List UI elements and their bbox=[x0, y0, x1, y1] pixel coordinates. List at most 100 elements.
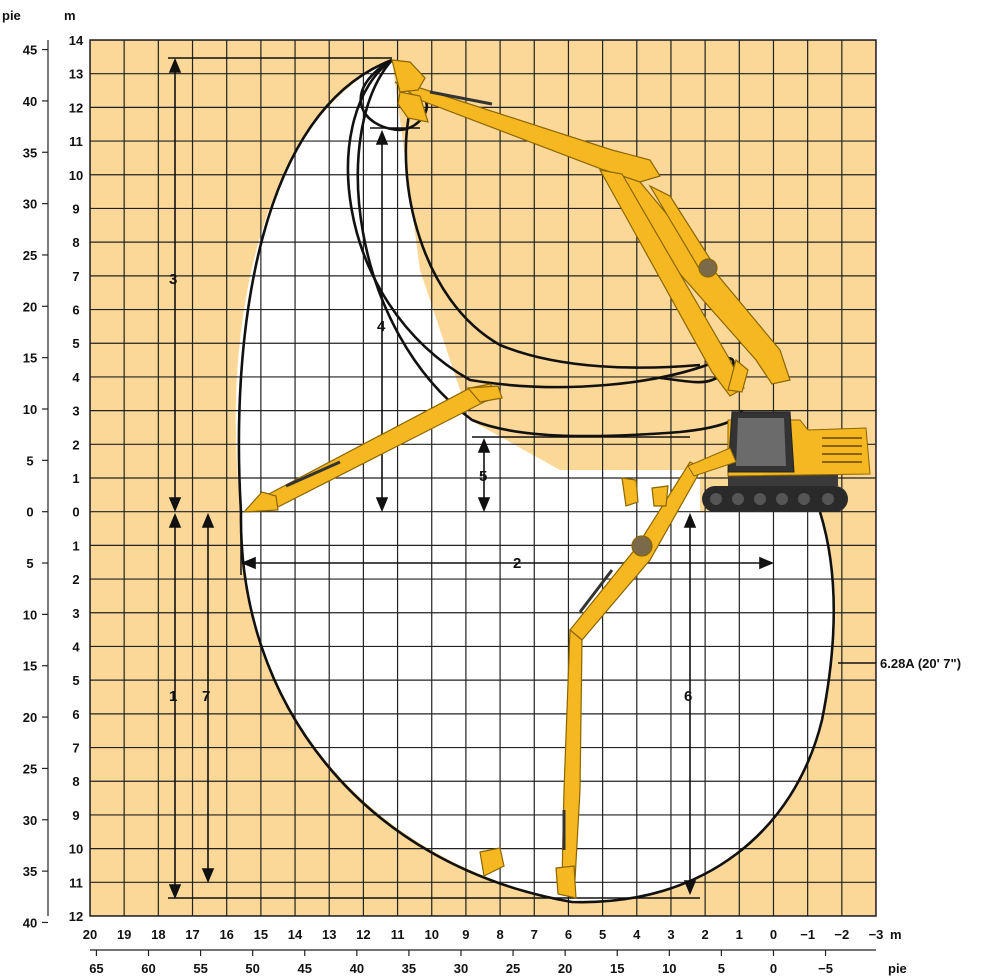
m-bottom-tick-label: 0 bbox=[770, 927, 777, 942]
m-bottom-tick-label: 5 bbox=[599, 927, 606, 942]
m-left-tick-label: 13 bbox=[69, 67, 83, 82]
ft-left-tick-label: 40 bbox=[23, 915, 37, 930]
m-left-tick-label: 1 bbox=[72, 538, 79, 553]
dim-3-arrow bbox=[168, 57, 182, 513]
m-left-tick-label: 9 bbox=[72, 201, 79, 216]
m-left-tick-label: 3 bbox=[72, 606, 79, 621]
dim-5-arrow bbox=[477, 437, 491, 513]
m-left-tick-label: 5 bbox=[72, 673, 79, 688]
ft-left-tick-label: 40 bbox=[23, 94, 37, 109]
ft-left-tick-label: 0 bbox=[26, 505, 33, 520]
m-left-tick-label: 5 bbox=[72, 336, 79, 351]
dim-label-6: 6 bbox=[684, 688, 692, 705]
ft-left-tick-label: 10 bbox=[23, 607, 37, 622]
ft-bottom-tick-label: 50 bbox=[245, 961, 259, 976]
axis-labels: 1413121110987654321012345678910111245403… bbox=[23, 33, 884, 976]
m-bottom-tick-label: 7 bbox=[531, 927, 538, 942]
dimension-arrows bbox=[168, 57, 775, 900]
ft-left-tick-label: 5 bbox=[26, 556, 33, 571]
m-left-tick-label: 2 bbox=[72, 572, 79, 587]
boom-foot bbox=[687, 447, 737, 477]
ft-bottom-tick-label: 65 bbox=[89, 961, 103, 976]
ft-bottom-tick-label: 60 bbox=[141, 961, 155, 976]
excavator-body bbox=[687, 411, 871, 512]
ft-bottom-tick-label: 25 bbox=[506, 961, 520, 976]
m-left-tick-label: 6 bbox=[72, 303, 79, 318]
dim-6-arrow bbox=[683, 512, 697, 896]
dim-1-arrow bbox=[168, 512, 182, 900]
m-left-tick-label: 11 bbox=[69, 134, 83, 149]
unit-m-bottom: m bbox=[890, 927, 902, 942]
ft-bottom-tick-label: 45 bbox=[298, 961, 312, 976]
dim-label-2: 2 bbox=[513, 555, 521, 572]
m-bottom-tick-label: 6 bbox=[565, 927, 572, 942]
ft-bottom-tick-label: 35 bbox=[402, 961, 416, 976]
m-bottom-tick-label: 15 bbox=[254, 927, 268, 942]
ft-left-tick-label: 10 bbox=[23, 402, 37, 417]
m-bottom-tick-label: 16 bbox=[219, 927, 233, 942]
arm-folded bbox=[598, 169, 749, 397]
dim-label-7: 7 bbox=[202, 688, 210, 705]
ft-bottom-tick-label: 55 bbox=[193, 961, 207, 976]
ft-bottom-tick-label: 10 bbox=[662, 961, 676, 976]
dim-label-5: 5 bbox=[479, 468, 487, 485]
m-bottom-tick-label: −1 bbox=[800, 927, 815, 942]
m-bottom-tick-label: 1 bbox=[736, 927, 743, 942]
m-bottom-tick-label: 9 bbox=[462, 927, 469, 942]
ft-bottom-tick-label: 20 bbox=[558, 961, 572, 976]
m-left-tick-label: 4 bbox=[72, 639, 80, 654]
unit-ft-top: pie bbox=[2, 8, 21, 23]
m-left-tick-label: 12 bbox=[69, 909, 83, 924]
m-bottom-tick-label: 3 bbox=[667, 927, 674, 942]
ft-bottom-tick-label: 5 bbox=[718, 961, 725, 976]
dim-label-4: 4 bbox=[377, 318, 386, 335]
inner-loop-curve bbox=[404, 109, 701, 369]
ft-left-tick-label: 45 bbox=[23, 43, 37, 58]
chart-frame bbox=[89, 39, 877, 917]
m-bottom-tick-label: 14 bbox=[288, 927, 303, 942]
ft-left-tick-label: 25 bbox=[23, 248, 37, 263]
m-bottom-tick-label: 8 bbox=[496, 927, 503, 942]
m-left-tick-label: 12 bbox=[69, 100, 83, 115]
m-left-tick-label: 8 bbox=[72, 774, 79, 789]
m-left-tick-label: 4 bbox=[72, 370, 80, 385]
m-bottom-tick-label: 13 bbox=[322, 927, 336, 942]
m-bottom-tick-label: 11 bbox=[391, 927, 405, 942]
ft-left-tick-label: 35 bbox=[23, 864, 37, 879]
unit-m-top: m bbox=[64, 8, 76, 23]
ft-left-tick-label: 30 bbox=[23, 197, 37, 212]
ft-left-tick-label: 15 bbox=[23, 351, 37, 366]
outer-envelope-curve bbox=[237, 58, 836, 904]
ft-left-tick-label: 5 bbox=[26, 453, 33, 468]
ft-left-tick-label: 20 bbox=[23, 299, 37, 314]
arm-inner-curve bbox=[346, 58, 735, 389]
m-bottom-tick-label: 19 bbox=[117, 927, 131, 942]
reference-lines bbox=[168, 57, 876, 899]
arm-deep-dig bbox=[479, 461, 703, 899]
m-left-tick-label: 10 bbox=[69, 842, 83, 857]
m-bottom-tick-label: 18 bbox=[151, 927, 165, 942]
dim-label-3: 3 bbox=[169, 271, 177, 288]
m-left-tick-label: 10 bbox=[69, 168, 83, 183]
ft-bottom-tick-label: 40 bbox=[350, 961, 364, 976]
ft-bottom-tick-label: 0 bbox=[770, 961, 777, 976]
m-left-tick-label: 2 bbox=[72, 437, 79, 452]
m-left-tick-label: 1 bbox=[72, 471, 79, 486]
dig-depth-curve bbox=[356, 59, 744, 438]
unit-ft-bottom: pie bbox=[888, 961, 907, 976]
ft-left-tick-label: 20 bbox=[23, 710, 37, 725]
m-bottom-tick-label: 4 bbox=[633, 927, 641, 942]
m-bottom-tick-label: 12 bbox=[356, 927, 370, 942]
ft-bottom-tick-label: 15 bbox=[610, 961, 624, 976]
arm-horizontal-reach bbox=[242, 383, 503, 513]
ft-left-tick-label: 25 bbox=[23, 761, 37, 776]
m-left-tick-label: 11 bbox=[69, 875, 83, 890]
m-bottom-tick-label: −2 bbox=[834, 927, 849, 942]
ft-left-tick-label: 30 bbox=[23, 813, 37, 828]
dim-7-arrow bbox=[201, 512, 215, 884]
m-left-tick-label: 8 bbox=[72, 235, 79, 250]
working-envelope bbox=[235, 60, 836, 903]
m-left-tick-label: 9 bbox=[72, 808, 79, 823]
ft-bottom-tick-label: 30 bbox=[454, 961, 468, 976]
